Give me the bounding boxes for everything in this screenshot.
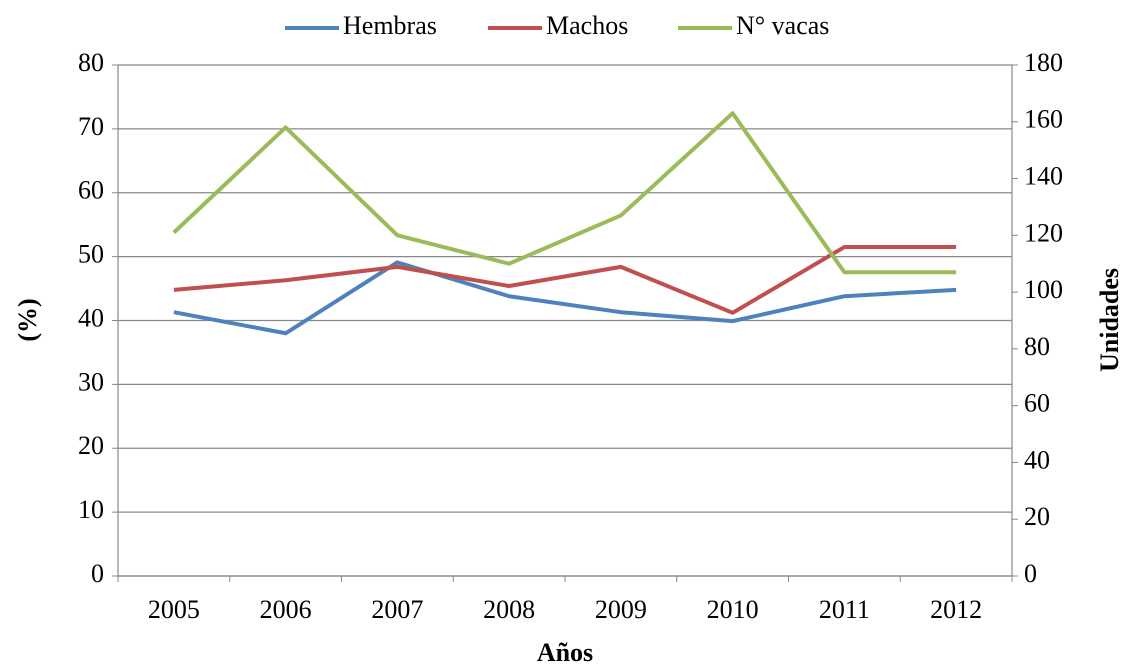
x-tick-label: 2006	[260, 595, 312, 624]
y2-tick-label: 20	[1024, 502, 1050, 531]
y-tick-label: 70	[78, 112, 104, 141]
x-tick-label: 2012	[930, 595, 982, 624]
y2-axis-title: Unidades	[1095, 268, 1124, 372]
legend-label: Hembras	[343, 11, 437, 40]
y-tick-label: 0	[91, 559, 104, 588]
y-tick-label: 80	[78, 48, 104, 77]
legend-label: Machos	[546, 11, 628, 40]
series-line	[173, 260, 957, 336]
y2-tick-label: 60	[1024, 389, 1050, 418]
x-tick-label: 2008	[483, 595, 535, 624]
y-axis-title: (%)	[13, 298, 42, 341]
y-tick-label: 10	[78, 495, 104, 524]
x-tick-label: 2007	[371, 595, 423, 624]
y-tick-label: 50	[78, 240, 104, 269]
x-axis-title: Años	[537, 638, 593, 666]
legend-label: N° vacas	[736, 11, 829, 40]
x-tick-label: 2011	[819, 595, 870, 624]
y2-tick-label: 160	[1024, 105, 1063, 134]
x-tick-label: 2009	[595, 595, 647, 624]
y2-tick-label: 80	[1024, 332, 1050, 361]
y2-tick-label: 140	[1024, 162, 1063, 191]
x-tick-label: 2005	[148, 595, 200, 624]
y-tick-label: 30	[78, 367, 104, 396]
y2-tick-label: 100	[1024, 275, 1063, 304]
y-tick-label: 60	[78, 176, 104, 205]
series-line	[173, 245, 957, 315]
y2-tick-label: 0	[1024, 559, 1037, 588]
y2-tick-label: 40	[1024, 445, 1050, 474]
y-tick-label: 40	[78, 303, 104, 332]
y-tick-label: 20	[78, 431, 104, 460]
y2-tick-label: 180	[1024, 48, 1063, 77]
series-line	[172, 111, 957, 275]
y2-tick-label: 120	[1024, 218, 1063, 247]
x-tick-label: 2010	[707, 595, 759, 624]
